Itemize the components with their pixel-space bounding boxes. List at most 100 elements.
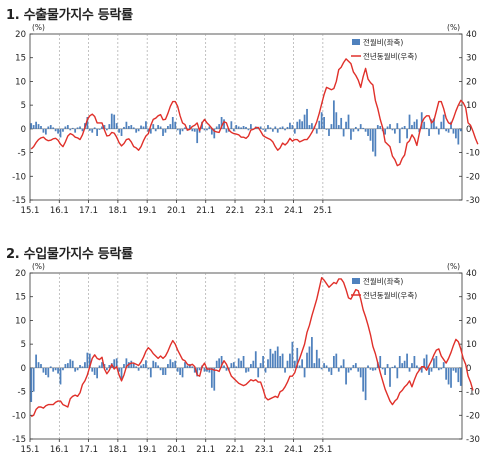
bar-mom	[332, 100, 335, 129]
bar-mom	[328, 367, 330, 372]
bar-mom	[325, 365, 328, 368]
bar-mom	[284, 128, 286, 131]
bar-mom	[118, 367, 120, 372]
x-tick-label: 24.1	[284, 445, 303, 455]
bar-mom	[147, 128, 150, 132]
bar-mom	[279, 127, 282, 129]
bar-mom	[250, 364, 252, 368]
bar-mom	[433, 358, 435, 368]
bar-mom	[293, 128, 296, 134]
bar-mom	[125, 358, 128, 368]
bar-mom	[223, 119, 225, 129]
bar-mom	[271, 128, 274, 132]
legend-label-line: 전년동월비(우축)	[363, 290, 417, 300]
bar-mom	[391, 366, 394, 368]
bar-mom	[164, 128, 167, 133]
bar-mom	[147, 367, 150, 370]
bar-mom	[127, 126, 130, 129]
bar-mom	[132, 363, 135, 368]
bar-mom	[40, 126, 42, 129]
bar-mom	[413, 121, 416, 129]
right-axis-tick-label: 20	[466, 77, 477, 87]
bar-mom	[123, 126, 125, 129]
bar-mom	[442, 114, 445, 129]
bar-mom	[303, 114, 306, 129]
bar-mom	[115, 123, 118, 129]
bar-mom	[396, 367, 399, 379]
bar-mom	[240, 127, 242, 129]
left-axis-tick-label: 10	[15, 77, 26, 87]
left-axis-unit: (%)	[32, 23, 45, 32]
bar-mom	[169, 124, 172, 129]
bar-mom	[296, 347, 299, 368]
bar-mom	[411, 363, 413, 368]
bar-mom	[420, 367, 423, 373]
bar-mom	[403, 126, 406, 129]
x-tick-label: 23.1	[255, 445, 274, 455]
right-axis-tick-label: 20	[466, 316, 477, 326]
left-axis-tick-label: 20	[15, 30, 26, 40]
bar-mom	[386, 364, 389, 368]
bar-mom	[79, 126, 81, 129]
bar-mom	[320, 112, 323, 129]
bar-mom	[164, 367, 167, 375]
bar-mom	[179, 128, 181, 135]
left-axis-tick-label: -15	[12, 196, 26, 206]
bar-mom	[391, 128, 394, 131]
bar-mom	[257, 367, 260, 378]
bar-mom	[203, 128, 206, 131]
bar-mom	[311, 337, 313, 368]
bar-mom	[262, 356, 264, 368]
bar-mom	[91, 128, 94, 133]
bar-mom	[274, 126, 277, 129]
bar-mom	[423, 121, 426, 129]
bar-mom	[455, 367, 457, 373]
bar-mom	[169, 359, 172, 368]
bar-mom	[174, 121, 177, 129]
bar-mom	[76, 367, 79, 371]
bar-mom	[108, 124, 111, 129]
bar-mom	[30, 367, 33, 403]
bar-mom	[352, 365, 355, 368]
bar-mom	[79, 365, 81, 368]
bar-mom	[140, 125, 142, 129]
legend-label-bar: 전월비(좌축)	[363, 37, 403, 47]
x-tick-label: 19.1	[138, 445, 157, 455]
bar-mom	[62, 367, 64, 371]
bar-mom	[135, 366, 138, 368]
bar-mom	[203, 367, 206, 372]
bar-mom	[196, 128, 199, 144]
bar-mom	[74, 367, 77, 372]
bar-mom	[225, 367, 228, 371]
bar-mom	[301, 359, 304, 368]
bar-mom	[291, 341, 294, 368]
x-tick-label: 21.1	[196, 445, 215, 455]
bar-mom	[242, 356, 245, 368]
bar-mom	[113, 359, 116, 368]
chart-title: 1. 수출물가지수 등락률	[6, 8, 133, 23]
bar-mom	[181, 367, 184, 378]
bar-mom	[411, 125, 413, 129]
bar-mom	[35, 354, 37, 368]
bar-mom	[74, 128, 77, 133]
x-tick-label: 18.1	[108, 206, 127, 216]
bar-mom	[357, 128, 360, 132]
bar-mom	[208, 126, 211, 129]
bar-mom	[435, 356, 438, 368]
bar-mom	[96, 367, 98, 379]
bar-mom	[230, 121, 233, 129]
bar-mom	[459, 128, 462, 132]
plot-frame	[29, 33, 463, 201]
bar-mom	[267, 125, 269, 129]
bar-mom	[342, 359, 345, 368]
bar-mom	[213, 367, 216, 391]
left-axis-tick-label: 0	[21, 125, 26, 135]
bar-mom	[215, 360, 218, 368]
bar-mom	[93, 367, 96, 375]
bar-mom	[301, 121, 304, 129]
bar-mom	[455, 128, 457, 139]
x-tick-label: 20.1	[167, 206, 186, 216]
bar-mom	[423, 358, 426, 368]
bar-mom	[367, 365, 369, 368]
bar-mom	[208, 367, 211, 373]
